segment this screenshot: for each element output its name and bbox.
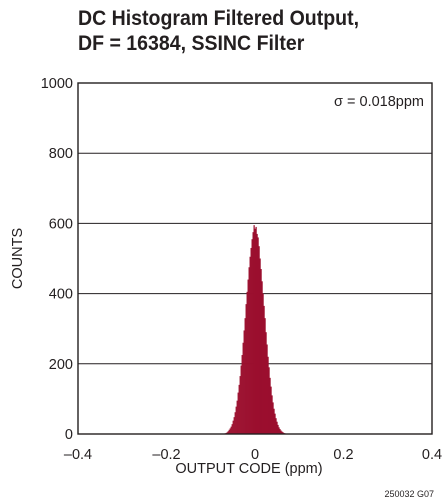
histogram-bar	[257, 237, 259, 434]
x-tick-label: 0.4	[422, 447, 442, 463]
histogram-bar	[232, 420, 234, 434]
histogram-bar	[269, 377, 271, 434]
y-tick-label: 400	[49, 287, 73, 303]
histogram-bar	[249, 256, 251, 434]
histogram-bar	[253, 225, 255, 434]
histogram-bar	[265, 332, 267, 434]
histogram-bar	[276, 421, 278, 434]
histogram-bar	[251, 239, 253, 434]
histogram-bar	[237, 392, 239, 434]
histogram-bar	[278, 427, 280, 434]
histogram-bar	[270, 386, 272, 434]
x-axis-ticks: –0.4 –0.2 0 0.2 0.4	[64, 447, 442, 463]
histogram-bar	[233, 417, 235, 434]
histogram-bar	[282, 432, 284, 434]
histogram-bar	[248, 267, 250, 434]
histogram-bar	[256, 233, 258, 434]
y-tick-label: 200	[49, 357, 73, 373]
y-tick-label: 0	[65, 427, 73, 443]
histogram-bars	[224, 225, 286, 434]
histogram-bar	[259, 258, 261, 434]
histogram-bar	[243, 330, 245, 434]
histogram-bar	[264, 318, 266, 434]
histogram-bar	[281, 431, 283, 434]
histogram-bar	[260, 269, 262, 434]
x-tick-label: –0.2	[152, 447, 180, 463]
histogram-bar	[277, 424, 279, 434]
sigma-annotation: σ = 0.018ppm	[334, 94, 424, 110]
histogram-bar	[239, 376, 241, 434]
histogram-bar	[272, 402, 274, 434]
histogram-bar	[236, 400, 238, 434]
histogram-bar	[275, 418, 277, 434]
figure-id: 250032 G07	[384, 489, 434, 499]
histogram-bar	[271, 395, 273, 434]
histogram-bar	[273, 408, 275, 434]
histogram-bar	[250, 247, 252, 434]
histogram-bar	[242, 342, 244, 434]
histogram-bar	[244, 318, 246, 434]
histogram-bar	[227, 431, 229, 434]
x-tick-label: –0.4	[64, 447, 92, 463]
plot-frame	[77, 82, 433, 435]
histogram-bar	[262, 293, 264, 434]
histogram-bar	[255, 226, 257, 434]
y-axis-label: COUNTS	[10, 228, 26, 289]
x-axis-label: OUTPUT CODE (ppm)	[175, 461, 322, 477]
histogram-bar	[258, 246, 260, 434]
histogram-bar	[229, 428, 231, 434]
y-axis-ticks: 0 200 400 600 800 1000	[41, 76, 73, 443]
y-tick-label: 800	[49, 146, 73, 162]
histogram-bar	[234, 412, 236, 434]
histogram-bar	[267, 356, 269, 434]
histogram-bar	[228, 429, 230, 434]
histogram-bar	[254, 228, 256, 434]
histogram-bar	[235, 406, 237, 434]
histogram-bar	[231, 424, 233, 434]
histogram-bar	[263, 305, 265, 434]
histogram-bar	[279, 429, 281, 434]
histogram-bar	[268, 367, 270, 434]
chart-title-line-2: DF = 16384, SSINC Filter	[78, 32, 305, 55]
y-tick-label: 1000	[41, 76, 73, 92]
histogram-bar	[274, 413, 276, 434]
chart-title-line-1: DC Histogram Filtered Output,	[78, 7, 360, 30]
y-tick-label: 600	[49, 216, 73, 232]
histogram-bar	[261, 281, 263, 434]
chart-title: DC Histogram Filtered Output, DF = 16384…	[78, 6, 413, 56]
histogram-bar	[247, 279, 249, 434]
histogram-bar	[238, 384, 240, 434]
x-tick-label: 0	[251, 447, 259, 463]
histogram-bar	[252, 232, 254, 434]
histogram-bar	[226, 432, 228, 434]
histogram-bar	[266, 344, 268, 434]
histogram-bar	[245, 304, 247, 434]
histogram-bar	[241, 355, 243, 434]
histogram-bar	[240, 365, 242, 434]
histogram-bar	[280, 430, 282, 434]
histogram-bar	[230, 426, 232, 434]
histogram-bar	[246, 291, 248, 434]
x-tick-label: 0.2	[333, 447, 353, 463]
